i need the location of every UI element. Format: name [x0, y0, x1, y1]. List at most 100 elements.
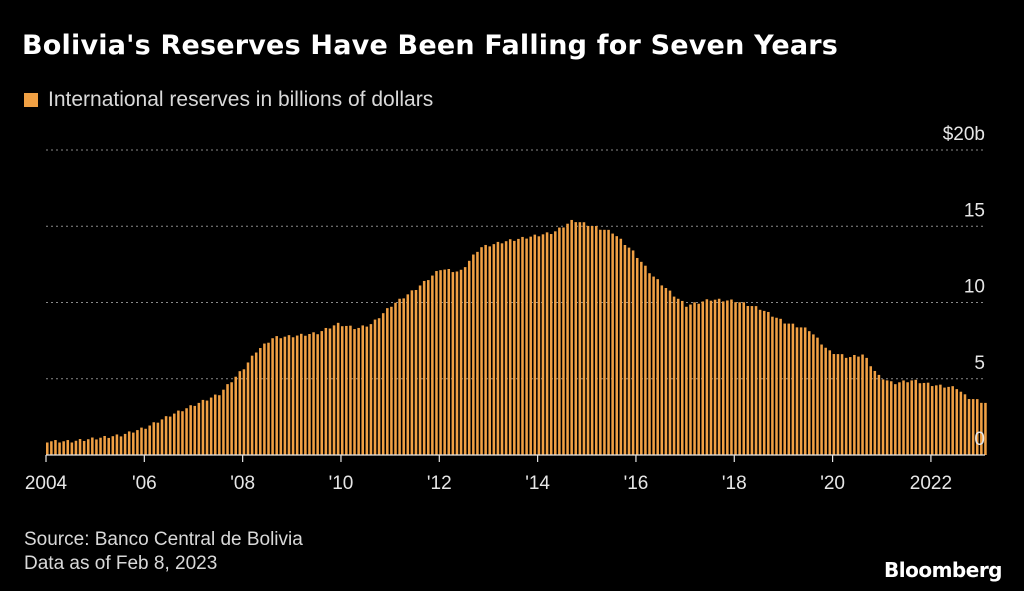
bar	[74, 440, 78, 455]
bar	[54, 440, 57, 455]
bar	[365, 326, 369, 455]
bar	[439, 270, 442, 455]
bar	[545, 232, 549, 455]
bar	[275, 336, 278, 455]
bar	[894, 384, 897, 455]
bar	[816, 337, 819, 455]
bar	[304, 335, 307, 455]
bar	[836, 354, 840, 455]
bar	[861, 354, 864, 455]
bar	[181, 411, 184, 455]
bar	[91, 437, 94, 455]
bar	[308, 334, 311, 455]
bar	[877, 374, 881, 455]
bar	[230, 382, 233, 455]
bar	[394, 302, 397, 455]
bar	[865, 357, 868, 455]
bar	[779, 318, 782, 455]
y-tick-label: 5	[974, 353, 985, 374]
bar	[812, 334, 815, 455]
bar	[734, 302, 737, 455]
bar	[549, 234, 553, 455]
bar	[848, 357, 852, 455]
bar	[500, 243, 504, 455]
footer: Source: Banco Central de Bolivia Data as…	[24, 528, 303, 576]
bar	[119, 436, 123, 455]
bar	[799, 327, 803, 455]
bar	[177, 410, 180, 455]
x-tick-label: '20	[820, 473, 845, 494]
bar	[242, 369, 246, 455]
bar	[685, 306, 688, 455]
bar	[193, 405, 197, 455]
bar	[136, 430, 139, 455]
bar	[947, 386, 950, 455]
bar	[648, 273, 651, 455]
bar	[758, 309, 762, 455]
bar	[930, 386, 934, 455]
legend-label: International reserves in billions of do…	[48, 88, 434, 111]
bar	[78, 439, 82, 455]
bar	[46, 442, 49, 455]
bar	[767, 311, 770, 455]
bar	[431, 275, 434, 455]
bar	[594, 226, 598, 455]
bar	[676, 298, 680, 455]
bar	[672, 296, 676, 455]
bar	[697, 303, 700, 455]
bar	[738, 302, 741, 455]
bar	[328, 328, 332, 455]
bar	[783, 323, 786, 455]
bar	[357, 327, 360, 455]
bar	[427, 280, 430, 455]
bar	[295, 335, 299, 455]
bar	[971, 399, 975, 455]
bar	[263, 343, 266, 455]
bar	[300, 333, 303, 455]
bar	[984, 402, 987, 455]
bar	[213, 394, 217, 455]
bar	[332, 325, 336, 455]
bar	[693, 302, 696, 455]
bar	[476, 251, 479, 455]
bar	[62, 441, 65, 455]
bar	[480, 247, 483, 455]
bar	[570, 219, 573, 455]
bar	[742, 302, 746, 455]
bar	[144, 428, 147, 455]
bar	[808, 331, 811, 455]
y-tick-label: 15	[964, 200, 985, 221]
bar	[361, 325, 364, 455]
y-tick-label: $20b	[943, 124, 985, 145]
bar	[451, 272, 455, 455]
bar	[902, 380, 905, 455]
bar	[713, 299, 717, 455]
x-tick-label: 2022	[910, 473, 952, 494]
bar	[857, 356, 860, 455]
bar	[463, 267, 467, 455]
y-tick-label: 10	[964, 277, 985, 298]
bar	[312, 332, 315, 455]
legend-swatch	[24, 93, 38, 107]
bar	[615, 236, 619, 455]
bar	[164, 416, 168, 455]
bar	[189, 405, 192, 455]
bar	[152, 422, 156, 455]
bar	[418, 285, 422, 455]
bar	[226, 384, 229, 455]
bar	[455, 271, 459, 455]
bar	[279, 338, 283, 455]
bar	[197, 402, 201, 455]
bar	[201, 399, 205, 455]
bar	[775, 317, 778, 455]
bar	[873, 370, 877, 455]
bar	[254, 352, 258, 455]
bar	[820, 344, 823, 455]
bar	[66, 440, 70, 455]
bar	[353, 329, 356, 455]
bar	[746, 306, 750, 455]
bar	[218, 395, 221, 455]
bar	[709, 300, 713, 455]
bar	[664, 288, 668, 455]
bar	[123, 433, 127, 455]
